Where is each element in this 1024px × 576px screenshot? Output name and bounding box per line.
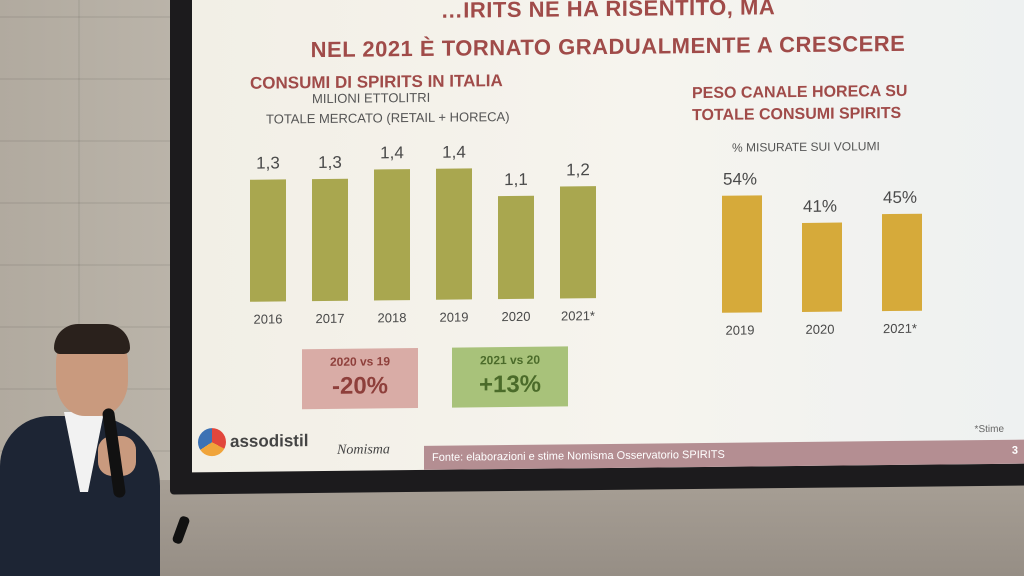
slide-headline-line2: NEL 2021 È TORNATO GRADUALMENTE A CRESCE… bbox=[310, 30, 906, 63]
bar-value-label: 54% bbox=[722, 169, 758, 189]
assodistil-ring-icon bbox=[198, 428, 226, 457]
assodistil-logo-text: assodistil bbox=[230, 431, 309, 451]
bar-2018 bbox=[374, 168, 410, 301]
bar-2016 bbox=[250, 179, 286, 302]
bar-value-label: 1,4 bbox=[442, 142, 466, 162]
left-chart-subtitle-market: TOTALE MERCATO (RETAIL + HORECA) bbox=[266, 109, 510, 127]
bar-2019 bbox=[436, 168, 472, 300]
bar-category-label: 2019 bbox=[725, 322, 755, 338]
bar-2020 bbox=[498, 195, 534, 300]
left-chart-subtitle-units: MILIONI ETTOLITRI bbox=[312, 89, 431, 107]
bar-category-label: 2020 bbox=[805, 321, 835, 337]
bar-2021* bbox=[560, 185, 596, 299]
lower-wall bbox=[0, 480, 1024, 576]
bar-value-label: 41% bbox=[802, 196, 838, 217]
right-chart-title-line2: TOTALE CONSUMI SPIRITS bbox=[692, 104, 902, 125]
badge-value: +13% bbox=[478, 370, 542, 399]
bar-2017 bbox=[312, 178, 348, 302]
bar-2020 bbox=[802, 222, 842, 312]
presenter bbox=[0, 316, 200, 576]
estimate-note: *Stime bbox=[974, 423, 1004, 436]
remote-control-icon bbox=[171, 515, 191, 545]
bar-category-label: 2021* bbox=[883, 320, 917, 337]
badge-value: -20% bbox=[331, 372, 389, 400]
bar-category-label: 2017 bbox=[315, 310, 345, 327]
bar-value-label: 1,4 bbox=[380, 142, 404, 163]
change-badge-2020: 2020 vs 19 -20% bbox=[302, 347, 418, 410]
projector-screen: …IRITS NE HA RISENTITO, MA NEL 2021 È TO… bbox=[192, 0, 1024, 473]
bar-2019 bbox=[722, 195, 762, 313]
page-number: 3 bbox=[1011, 444, 1018, 457]
bar-value-label: 1,1 bbox=[504, 169, 528, 189]
bar-category-label: 2018 bbox=[377, 310, 407, 326]
bar-value-label: 1,3 bbox=[318, 152, 342, 173]
bar-value-label: 1,3 bbox=[256, 153, 280, 173]
footer-source: Fonte: elaborazioni e stime Nomisma Osse… bbox=[432, 448, 725, 464]
assodistil-logo: assodistil bbox=[198, 427, 309, 457]
bar-category-label: 2020 bbox=[501, 308, 531, 325]
presenter-hair bbox=[54, 324, 130, 354]
change-badge-2021: 2021 vs 20 +13% bbox=[452, 346, 568, 408]
right-chart-title-line1: PESO CANALE HORECA SU bbox=[692, 82, 908, 103]
wall-joint bbox=[78, 0, 80, 576]
right-chart-subtitle: % MISURATE SUI VOLUMI bbox=[732, 139, 880, 155]
bar-category-label: 2021* bbox=[561, 308, 595, 324]
bar-category-label: 2016 bbox=[253, 311, 283, 327]
slide-headline-line1: …IRITS NE HA RISENTITO, MA bbox=[440, 0, 776, 23]
bar-2021* bbox=[882, 213, 922, 312]
badge-label: 2021 vs 20 bbox=[479, 352, 541, 368]
bar-category-label: 2019 bbox=[439, 309, 469, 325]
bar-value-label: 1,2 bbox=[566, 159, 590, 179]
nomisma-logo: Nomisma bbox=[337, 442, 390, 458]
badge-label: 2020 vs 19 bbox=[329, 354, 391, 369]
bar-value-label: 45% bbox=[882, 187, 918, 207]
